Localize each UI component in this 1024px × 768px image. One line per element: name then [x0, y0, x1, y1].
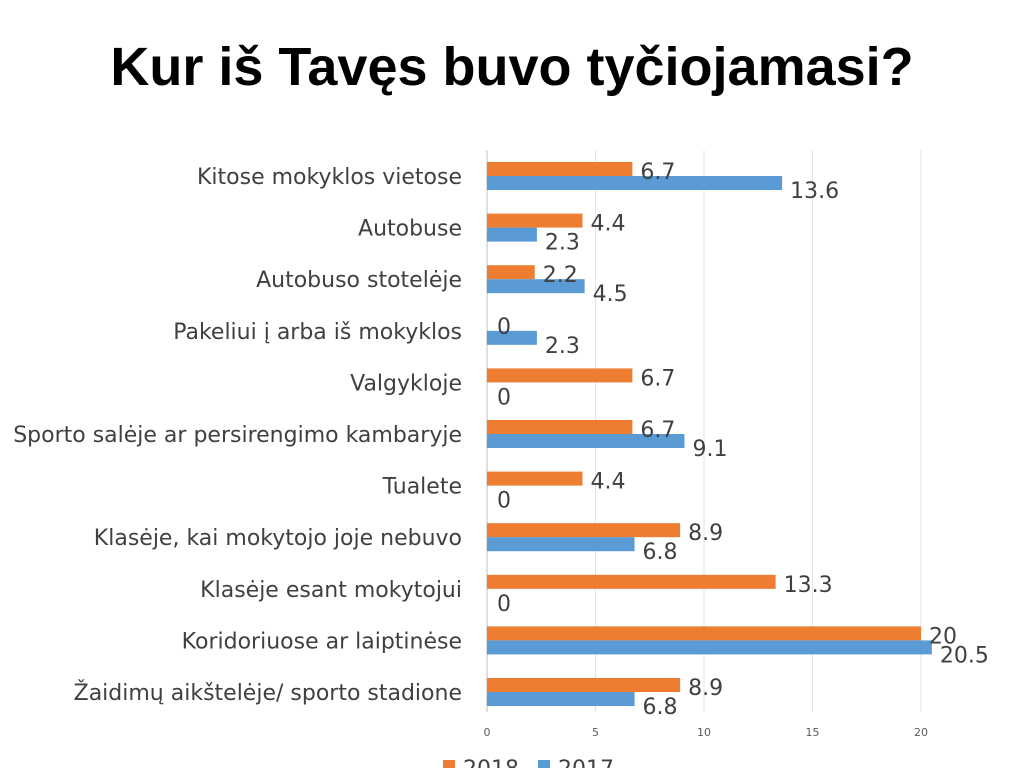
value-label: 4.5 — [593, 282, 628, 307]
legend-label: 2017 — [558, 757, 614, 768]
legend-swatch-2017 — [538, 760, 550, 768]
legend-swatch-2018 — [443, 760, 455, 768]
bar-2018 — [487, 574, 776, 589]
x-tick-label: 15 — [806, 726, 820, 739]
value-label: 6.7 — [640, 160, 675, 185]
bar-2018 — [487, 678, 681, 692]
value-label: 13.3 — [784, 573, 833, 598]
chart-title: Kur iš Tavęs buvo tyčiojamasi? — [110, 37, 914, 97]
category-label: Klasėje esant mokytojui — [200, 578, 462, 603]
category-label: Koridoriuose ar laiptinėse — [182, 629, 462, 654]
bar-2018 — [487, 523, 681, 538]
category-label: Autobuse — [358, 217, 462, 242]
category-label: Klasėje, kai mokytojo joje nebuvo — [94, 526, 462, 551]
category-label: Žaidimų aikštelėje/ sporto stadione — [74, 680, 462, 706]
x-tick-label: 5 — [592, 726, 599, 739]
bar-2018 — [487, 368, 633, 383]
category-labels: Kitose mokyklos vietose Autobuse Autobuso … — [13, 165, 462, 706]
bars-group — [487, 162, 932, 706]
value-label: 2.3 — [545, 231, 580, 256]
bar-2017 — [487, 176, 783, 190]
value-label: 0 — [497, 489, 511, 514]
bar-2017 — [487, 692, 635, 706]
value-label: 4.4 — [590, 212, 625, 237]
x-axis-ticks: 0 5 10 15 20 — [484, 726, 929, 739]
value-label: 9.1 — [692, 437, 727, 462]
value-label: 8.9 — [688, 521, 723, 546]
value-label: 2.2 — [543, 263, 578, 288]
bar-2018 — [487, 265, 535, 280]
legend: 2018 2017 — [443, 757, 614, 768]
value-label: 0 — [497, 315, 511, 340]
value-label: 6.7 — [640, 418, 675, 443]
bar-2017 — [487, 279, 585, 294]
bar-2018 — [487, 213, 583, 228]
category-label: Autobuso stotelėje — [256, 268, 462, 293]
value-label: 13.6 — [790, 179, 839, 204]
x-tick-label: 20 — [914, 726, 928, 739]
bar-2018 — [487, 626, 921, 641]
bar-2018 — [487, 471, 583, 486]
value-label: 6.8 — [643, 540, 678, 565]
category-label: Kitose mokyklos vietose — [197, 165, 462, 190]
value-label: 6.8 — [643, 695, 678, 720]
value-label: 0 — [497, 385, 511, 410]
x-tick-label: 0 — [484, 726, 491, 739]
value-label: 20 — [929, 624, 957, 649]
category-label: Pakeliui į arba iš mokyklos — [173, 320, 462, 345]
bar-2017 — [487, 640, 932, 655]
category-label: Tualete — [382, 475, 462, 500]
category-label: Sporto salėje ar persirengimo kambaryje — [13, 423, 462, 448]
bar-2017 — [487, 537, 635, 552]
value-labels: 6.7 13.6 4.4 2.3 2.2 4.5 0 2.3 6.7 0 6.7 9.1 4.4 0 8.9… — [497, 160, 989, 720]
value-label: 8.9 — [688, 676, 723, 701]
value-label: 6.7 — [640, 366, 675, 391]
value-label: 20.5 — [940, 643, 989, 668]
category-label: Valgykloje — [350, 371, 462, 396]
bar-2018 — [487, 162, 633, 176]
bar-2018 — [487, 420, 633, 434]
value-label: 4.4 — [590, 470, 625, 495]
legend-label: 2018 — [463, 757, 519, 768]
bar-2017 — [487, 227, 537, 242]
value-label: 2.3 — [545, 334, 580, 359]
value-label: 0 — [497, 592, 511, 617]
bar-2017 — [487, 434, 685, 448]
bar-2017 — [487, 330, 537, 345]
x-tick-label: 10 — [697, 726, 711, 739]
